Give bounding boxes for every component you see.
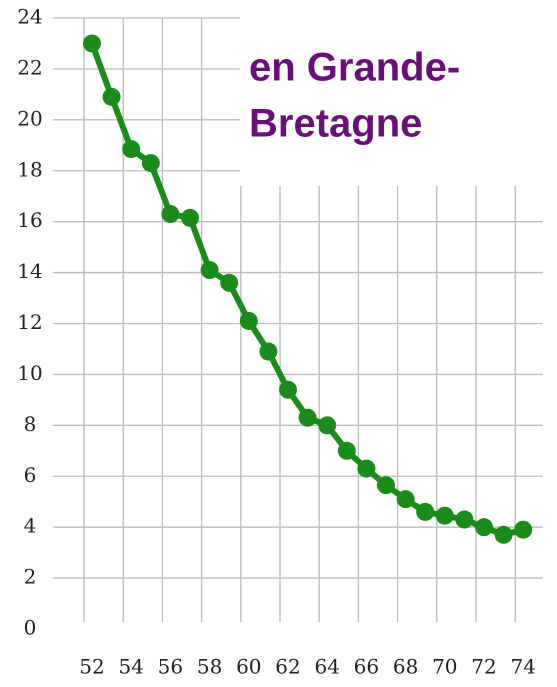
y-tick-label: 22: [17, 55, 42, 79]
title-background: [240, 0, 557, 186]
y-tick-label: 2: [24, 565, 37, 589]
marker: [377, 476, 395, 495]
x-tick-label: 66: [354, 655, 379, 679]
marker: [141, 154, 160, 173]
marker: [161, 205, 180, 224]
x-tick-label: 58: [197, 655, 222, 679]
x-tick-label: 56: [158, 655, 183, 679]
marker: [514, 520, 533, 539]
y-tick-label: 18: [17, 157, 42, 181]
y-tick-label: 24: [17, 5, 42, 29]
y-tick-label: 8: [24, 412, 37, 436]
marker: [416, 502, 435, 521]
y-tick-label: 6: [24, 463, 37, 487]
chart-title: Bretagne: [249, 102, 422, 146]
x-tick-label: 68: [393, 655, 418, 679]
marker: [357, 459, 376, 478]
marker: [475, 518, 493, 537]
y-tick-label: 0: [24, 616, 37, 640]
marker: [318, 416, 337, 435]
chart-title: en Grande-: [249, 46, 460, 90]
x-tick-label: 52: [79, 655, 104, 679]
crop: [48, 622, 557, 652]
y-tick-label: 14: [17, 259, 42, 283]
x-tick-label: 70: [432, 655, 457, 679]
marker: [455, 510, 474, 529]
plot: [83, 34, 533, 544]
marker: [396, 490, 415, 509]
y-tick-label: 16: [17, 208, 42, 232]
x-tick-label: 74: [510, 655, 535, 679]
marker: [200, 261, 219, 280]
y-tick-label: 20: [17, 106, 42, 130]
y-tick-label: 10: [17, 361, 42, 385]
marker: [435, 506, 454, 525]
x-tick-label: 64: [314, 655, 339, 679]
x-tick-label: 62: [275, 655, 300, 679]
marker: [102, 87, 121, 106]
x-tick-label: 60: [236, 655, 261, 679]
marker: [259, 342, 278, 361]
marker: [279, 380, 297, 399]
x-tick-label: 72: [471, 655, 496, 679]
marker: [83, 34, 101, 53]
marker: [494, 525, 513, 544]
marker: [298, 408, 317, 427]
marker: [239, 311, 258, 330]
x-tick-label: 54: [118, 655, 143, 679]
marker: [181, 208, 199, 227]
y-tick-label: 4: [24, 514, 37, 538]
marker: [220, 273, 239, 292]
marker: [122, 140, 141, 159]
y-tick-label: 12: [17, 310, 42, 334]
marker: [337, 441, 356, 460]
